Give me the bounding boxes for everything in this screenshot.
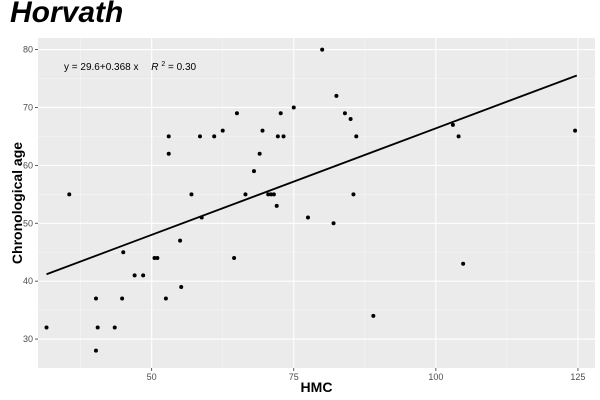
data-point	[334, 93, 339, 98]
data-point	[461, 261, 466, 266]
x-axis-title: HMC	[301, 379, 333, 395]
data-point	[93, 296, 98, 301]
data-point	[166, 151, 171, 156]
data-point	[67, 192, 72, 197]
r2-value: = 0.30	[168, 62, 197, 73]
data-point	[269, 192, 274, 197]
regression-line	[46, 74, 578, 276]
data-point	[281, 134, 286, 139]
data-point	[274, 203, 279, 208]
data-point	[351, 192, 356, 197]
r2-symbol: R	[151, 62, 158, 73]
y-tick-label: 80	[23, 45, 33, 55]
x-tick-label: 50	[147, 372, 157, 382]
data-point	[179, 284, 184, 289]
data-point	[291, 105, 296, 110]
grid-lines	[38, 38, 595, 368]
data-point	[189, 192, 194, 197]
data-point	[178, 238, 183, 243]
data-point	[220, 128, 225, 133]
data-point	[155, 256, 160, 260]
chart-title: Horvath	[10, 0, 124, 29]
data-point	[212, 134, 217, 139]
data-points	[44, 47, 578, 353]
data-point	[141, 273, 146, 278]
data-point	[120, 296, 125, 301]
data-point	[348, 117, 353, 122]
y-tick-label: 50	[23, 218, 33, 228]
data-point	[275, 134, 280, 139]
plot-panel	[38, 38, 595, 368]
data-point	[266, 192, 271, 197]
data-point	[112, 325, 117, 330]
axis-ticks: 50 75 100 125 30 40 50 60 70 80	[23, 45, 585, 382]
data-point	[257, 151, 262, 156]
r2-superscript: 2	[161, 61, 165, 68]
data-point	[163, 296, 168, 301]
data-point	[573, 128, 578, 133]
y-tick-label: 30	[23, 334, 33, 344]
data-point	[121, 250, 126, 255]
data-point	[152, 256, 157, 260]
data-point	[450, 122, 455, 127]
data-point	[251, 169, 256, 174]
y-tick-label: 60	[23, 160, 33, 170]
data-point	[331, 221, 336, 226]
y-tick-label: 40	[23, 276, 33, 286]
data-point	[260, 128, 265, 133]
regression-equation: y = 29.6+0.368 x R 2 = 0.30	[64, 58, 197, 73]
data-point	[278, 111, 283, 116]
data-point	[371, 313, 376, 318]
data-point	[305, 215, 310, 220]
x-tick-label: 75	[289, 372, 299, 382]
data-point	[132, 273, 137, 278]
data-point	[456, 134, 461, 139]
x-tick-label: 125	[570, 372, 585, 382]
y-axis-title: Chronological age	[9, 142, 25, 264]
data-point	[342, 111, 347, 116]
data-point	[271, 192, 276, 197]
x-tick-label: 100	[428, 372, 443, 382]
data-point	[95, 325, 100, 330]
data-point	[232, 256, 237, 260]
equation-text: y = 29.6+0.368 x	[64, 62, 139, 73]
data-point	[44, 325, 49, 330]
data-point	[93, 348, 98, 353]
data-point	[234, 111, 239, 116]
data-point	[354, 134, 359, 139]
data-point	[166, 134, 171, 139]
data-point	[320, 47, 325, 52]
data-point	[243, 192, 248, 197]
y-tick-label: 70	[23, 102, 33, 112]
data-point	[197, 134, 202, 139]
